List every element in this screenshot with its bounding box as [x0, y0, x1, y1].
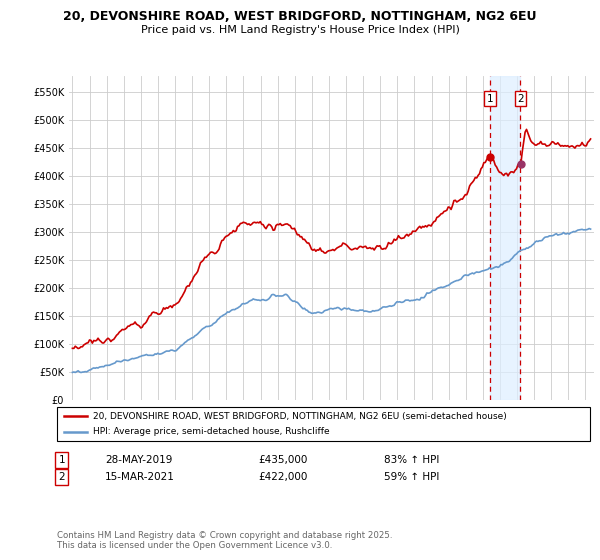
Text: £422,000: £422,000 — [258, 472, 307, 482]
Text: Price paid vs. HM Land Registry's House Price Index (HPI): Price paid vs. HM Land Registry's House … — [140, 25, 460, 35]
Text: 1: 1 — [58, 455, 65, 465]
Text: 15-MAR-2021: 15-MAR-2021 — [105, 472, 175, 482]
Text: Contains HM Land Registry data © Crown copyright and database right 2025.
This d: Contains HM Land Registry data © Crown c… — [57, 531, 392, 550]
Bar — [490, 76, 520, 400]
Text: HPI: Average price, semi-detached house, Rushcliffe: HPI: Average price, semi-detached house,… — [93, 427, 329, 436]
Text: 59% ↑ HPI: 59% ↑ HPI — [384, 472, 439, 482]
Text: 2: 2 — [58, 472, 65, 482]
Text: 20, DEVONSHIRE ROAD, WEST BRIDGFORD, NOTTINGHAM, NG2 6EU: 20, DEVONSHIRE ROAD, WEST BRIDGFORD, NOT… — [63, 10, 537, 23]
Text: 1: 1 — [487, 94, 493, 104]
Text: 83% ↑ HPI: 83% ↑ HPI — [384, 455, 439, 465]
Text: 28-MAY-2019: 28-MAY-2019 — [105, 455, 172, 465]
Text: £435,000: £435,000 — [258, 455, 307, 465]
Text: 20, DEVONSHIRE ROAD, WEST BRIDGFORD, NOTTINGHAM, NG2 6EU (semi-detached house): 20, DEVONSHIRE ROAD, WEST BRIDGFORD, NOT… — [93, 412, 507, 421]
Text: 2: 2 — [517, 94, 524, 104]
